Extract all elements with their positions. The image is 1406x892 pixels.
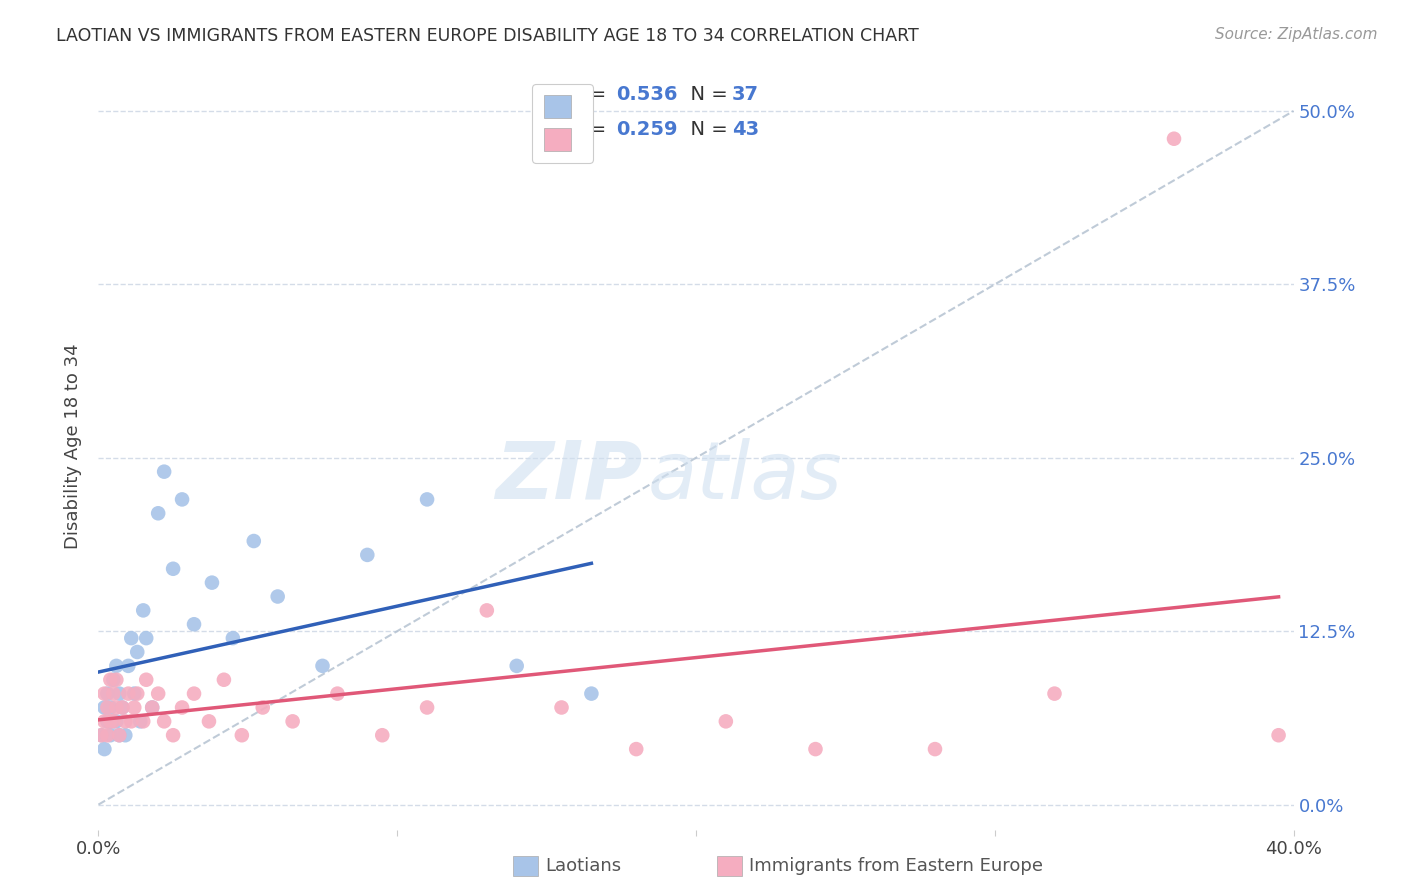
Point [108,687,131,701]
Point [153,714,176,729]
Point [222,631,245,645]
Point [626,742,648,756]
Text: 0.536: 0.536 [616,85,678,104]
Point [108,728,131,742]
Point [416,492,439,507]
Point [132,603,155,617]
Point [183,687,205,701]
Point [281,714,304,729]
Point [124,687,146,701]
Text: LAOTIAN VS IMMIGRANTS FROM EASTERN EUROPE DISABILITY AGE 18 TO 34 CORRELATION CH: LAOTIAN VS IMMIGRANTS FROM EASTERN EUROP… [56,27,920,45]
Point [243,534,266,549]
Point [98,728,122,742]
Point [311,658,333,673]
Point [356,548,378,562]
Point [1043,687,1066,701]
Point [475,603,498,617]
Point [132,714,155,729]
Point [804,742,827,756]
Point [172,700,194,714]
Point [93,700,115,714]
Point [96,700,118,714]
Point [90,728,112,742]
Point [371,728,394,742]
Point [98,714,122,729]
Point [416,700,439,714]
Text: R =: R = [571,120,613,139]
Text: Source: ZipAtlas.com: Source: ZipAtlas.com [1215,27,1378,42]
Point [924,742,946,756]
Text: N =: N = [678,120,734,139]
Point [93,714,115,729]
Text: ZIP: ZIP [495,438,643,516]
Point [172,492,194,507]
Point [506,658,529,673]
Point [198,714,221,729]
Point [212,673,235,687]
Point [105,714,128,729]
Point [1267,728,1289,742]
Point [129,714,152,729]
Point [550,700,572,714]
Point [135,673,157,687]
Point [114,728,136,742]
Point [90,728,112,742]
Point [127,645,149,659]
Point [141,700,163,714]
Point [93,687,115,701]
Text: atlas: atlas [648,438,844,516]
Text: 43: 43 [733,120,759,139]
Point [162,562,184,576]
Point [111,700,134,714]
Point [1163,132,1185,146]
Point [120,631,142,645]
Point [111,700,134,714]
Point [105,700,128,714]
Point [714,714,737,729]
Text: Immigrants from Eastern Europe: Immigrants from Eastern Europe [749,857,1043,875]
Point [103,714,125,729]
Point [117,658,139,673]
Point [153,465,176,479]
Point [231,728,253,742]
Point [96,714,118,729]
Point [105,658,128,673]
Point [581,687,603,701]
Legend: , : , [533,84,593,162]
Point [141,700,163,714]
Text: N =: N = [678,85,734,104]
Point [183,617,205,632]
Point [103,714,125,729]
Point [135,631,157,645]
Point [108,728,131,742]
Text: 0.259: 0.259 [616,120,678,139]
Point [148,506,170,520]
Point [93,742,115,756]
Point [105,673,128,687]
Point [98,673,122,687]
Point [252,700,274,714]
Point [148,687,170,701]
Y-axis label: Disability Age 18 to 34: Disability Age 18 to 34 [65,343,83,549]
Point [103,673,125,687]
Point [98,700,122,714]
Point [326,687,349,701]
Point [201,575,224,590]
Point [103,687,125,701]
Point [96,728,118,742]
Point [162,728,184,742]
Point [127,687,149,701]
Point [124,700,146,714]
Text: Laotians: Laotians [546,857,621,875]
Point [96,687,118,701]
Point [267,590,290,604]
Point [120,714,142,729]
Text: R =: R = [571,85,613,104]
Point [114,714,136,729]
Point [117,687,139,701]
Text: 37: 37 [733,85,759,104]
